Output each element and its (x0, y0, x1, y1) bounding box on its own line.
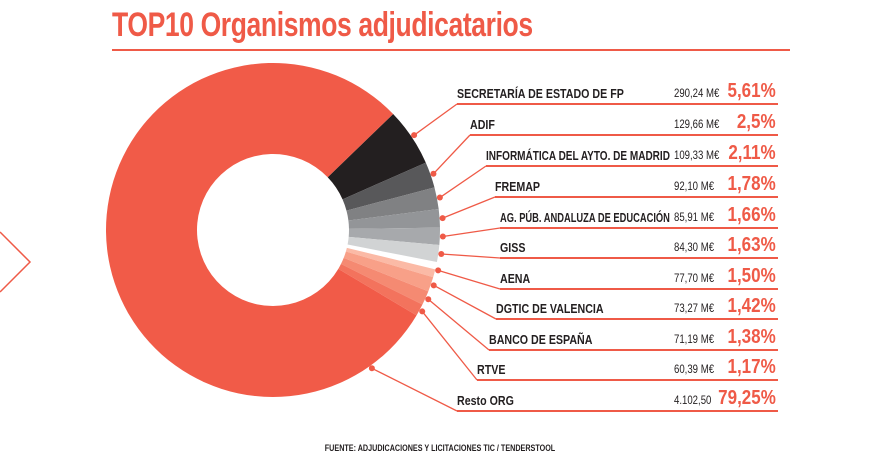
legend-amount: 85,91 M€ (674, 210, 715, 224)
legend-amount: 73,27 M€ (674, 301, 715, 315)
legend-percent: 2,5% (737, 111, 776, 133)
leader-line (432, 134, 471, 175)
donut-slice (341, 257, 429, 305)
leader-dot (368, 365, 375, 372)
leader-dot (439, 233, 446, 240)
legend-amount: 109,33 M€ (674, 148, 720, 162)
donut-slice (346, 187, 439, 221)
page-title: TOP10 Organismos adjudicatarios (112, 6, 533, 44)
legend-percent: 79,25% (718, 387, 776, 409)
legend-percent: 1,38% (727, 326, 776, 348)
legend-percent: 1,78% (727, 173, 776, 195)
legend-row: DGTIC DE VALENCIA 73,27 M€ 1,42% (496, 295, 778, 320)
legend-row: AENA 77,70 M€ 1,50% (500, 265, 778, 290)
donut-slice (347, 236, 440, 262)
title-divider (112, 49, 790, 51)
legend-amount: 290,24 M€ (674, 86, 720, 100)
donut-slice (348, 209, 440, 229)
donut-slice (348, 227, 441, 246)
legend-row: BANCO DE ESPAÑA 71,19 M€ 1,38% (489, 326, 778, 351)
leader-line (433, 284, 497, 320)
legend-row: RTVE 60,39 M€ 1,17% (477, 356, 778, 381)
legend-label: INFORMÁTICA DEL AYTO. DE MADRID (486, 148, 670, 163)
legend-label: Resto ORG (457, 393, 514, 408)
leader-line (427, 298, 490, 351)
legend-percent: 1,66% (727, 204, 776, 226)
leader-line (371, 367, 458, 412)
legend-label: DGTIC DE VALENCIA (496, 301, 604, 316)
leader-line (439, 165, 487, 199)
donut-slice (338, 263, 423, 316)
legend-label: AENA (500, 271, 531, 286)
legend-row: AG. PÚB. ANDALUZA DE EDUCACIÓN 85,91 M€ 1,… (500, 204, 778, 229)
legend-amount: 77,70 M€ (674, 271, 715, 285)
legend-label: RTVE (477, 362, 506, 377)
legend-amount: 71,19 M€ (674, 332, 715, 346)
legend-percent: 1,50% (727, 265, 776, 287)
legend-amount: 84,30 M€ (674, 240, 715, 254)
leader-dot (425, 296, 432, 303)
legend-label: GISS (500, 240, 526, 255)
leader-line (413, 103, 458, 136)
legend-row: ADIF 129,66 M€ 2,5% (470, 111, 778, 136)
legend-percent: 1,17% (727, 356, 776, 378)
leader-dot (430, 282, 437, 289)
leader-line (437, 269, 501, 290)
leader-dot (430, 170, 437, 177)
legend-label: FREMAP (495, 179, 541, 194)
legend-label: AG. PÚB. ANDALUZA DE EDUCACIÓN (500, 210, 670, 225)
leader-dot (436, 194, 443, 201)
leader-line (421, 311, 478, 381)
donut-slice (342, 162, 435, 211)
donut-slices (106, 62, 441, 397)
legend-label: SECRETARÍA DE ESTADO DE FP (457, 86, 624, 101)
legend-percent: 2,11% (728, 142, 776, 164)
leader-dot (419, 308, 426, 315)
leader-dot (411, 132, 418, 139)
legend-row: Resto ORG 4.102,50 79,25% (457, 387, 778, 412)
donut-slice (327, 113, 426, 200)
legend-percent: 1,63% (727, 234, 776, 256)
leader-lines (368, 103, 501, 412)
legend-label: BANCO DE ESPAÑA (489, 332, 593, 347)
legend-row: FREMAP 92,10 M€ 1,78% (495, 173, 778, 198)
legend-percent: 5,61% (727, 80, 776, 102)
legend-row: INFORMÁTICA DEL AYTO. DE MADRID 109,33 M€… (486, 142, 778, 167)
legend-amount: 92,10 M€ (674, 179, 715, 193)
legend-label: ADIF (470, 117, 495, 132)
donut-slice (106, 62, 417, 397)
legend-row: GISS 84,30 M€ 1,63% (500, 234, 778, 259)
legend-amount: 4.102,50 (674, 393, 712, 407)
source-note: FUENTE: ADJUDICACIONES Y LICITACIONES TI… (324, 443, 556, 453)
donut-slice (345, 247, 436, 278)
legend-amount: 129,66 M€ (674, 117, 720, 131)
leader-dot (438, 250, 445, 257)
leader-line (442, 227, 501, 238)
legend-amount: 60,39 M€ (674, 362, 715, 376)
legend-row: SECRETARÍA DE ESTADO DE FP 290,24 M€ 5,61% (457, 80, 778, 105)
donut-slice (343, 251, 434, 292)
legend-percent: 1,42% (727, 295, 776, 317)
leader-line (442, 196, 496, 219)
leader-dot (439, 215, 446, 222)
left-chevron-icon (0, 231, 32, 293)
leader-line (441, 253, 501, 259)
leader-dot (435, 267, 442, 274)
